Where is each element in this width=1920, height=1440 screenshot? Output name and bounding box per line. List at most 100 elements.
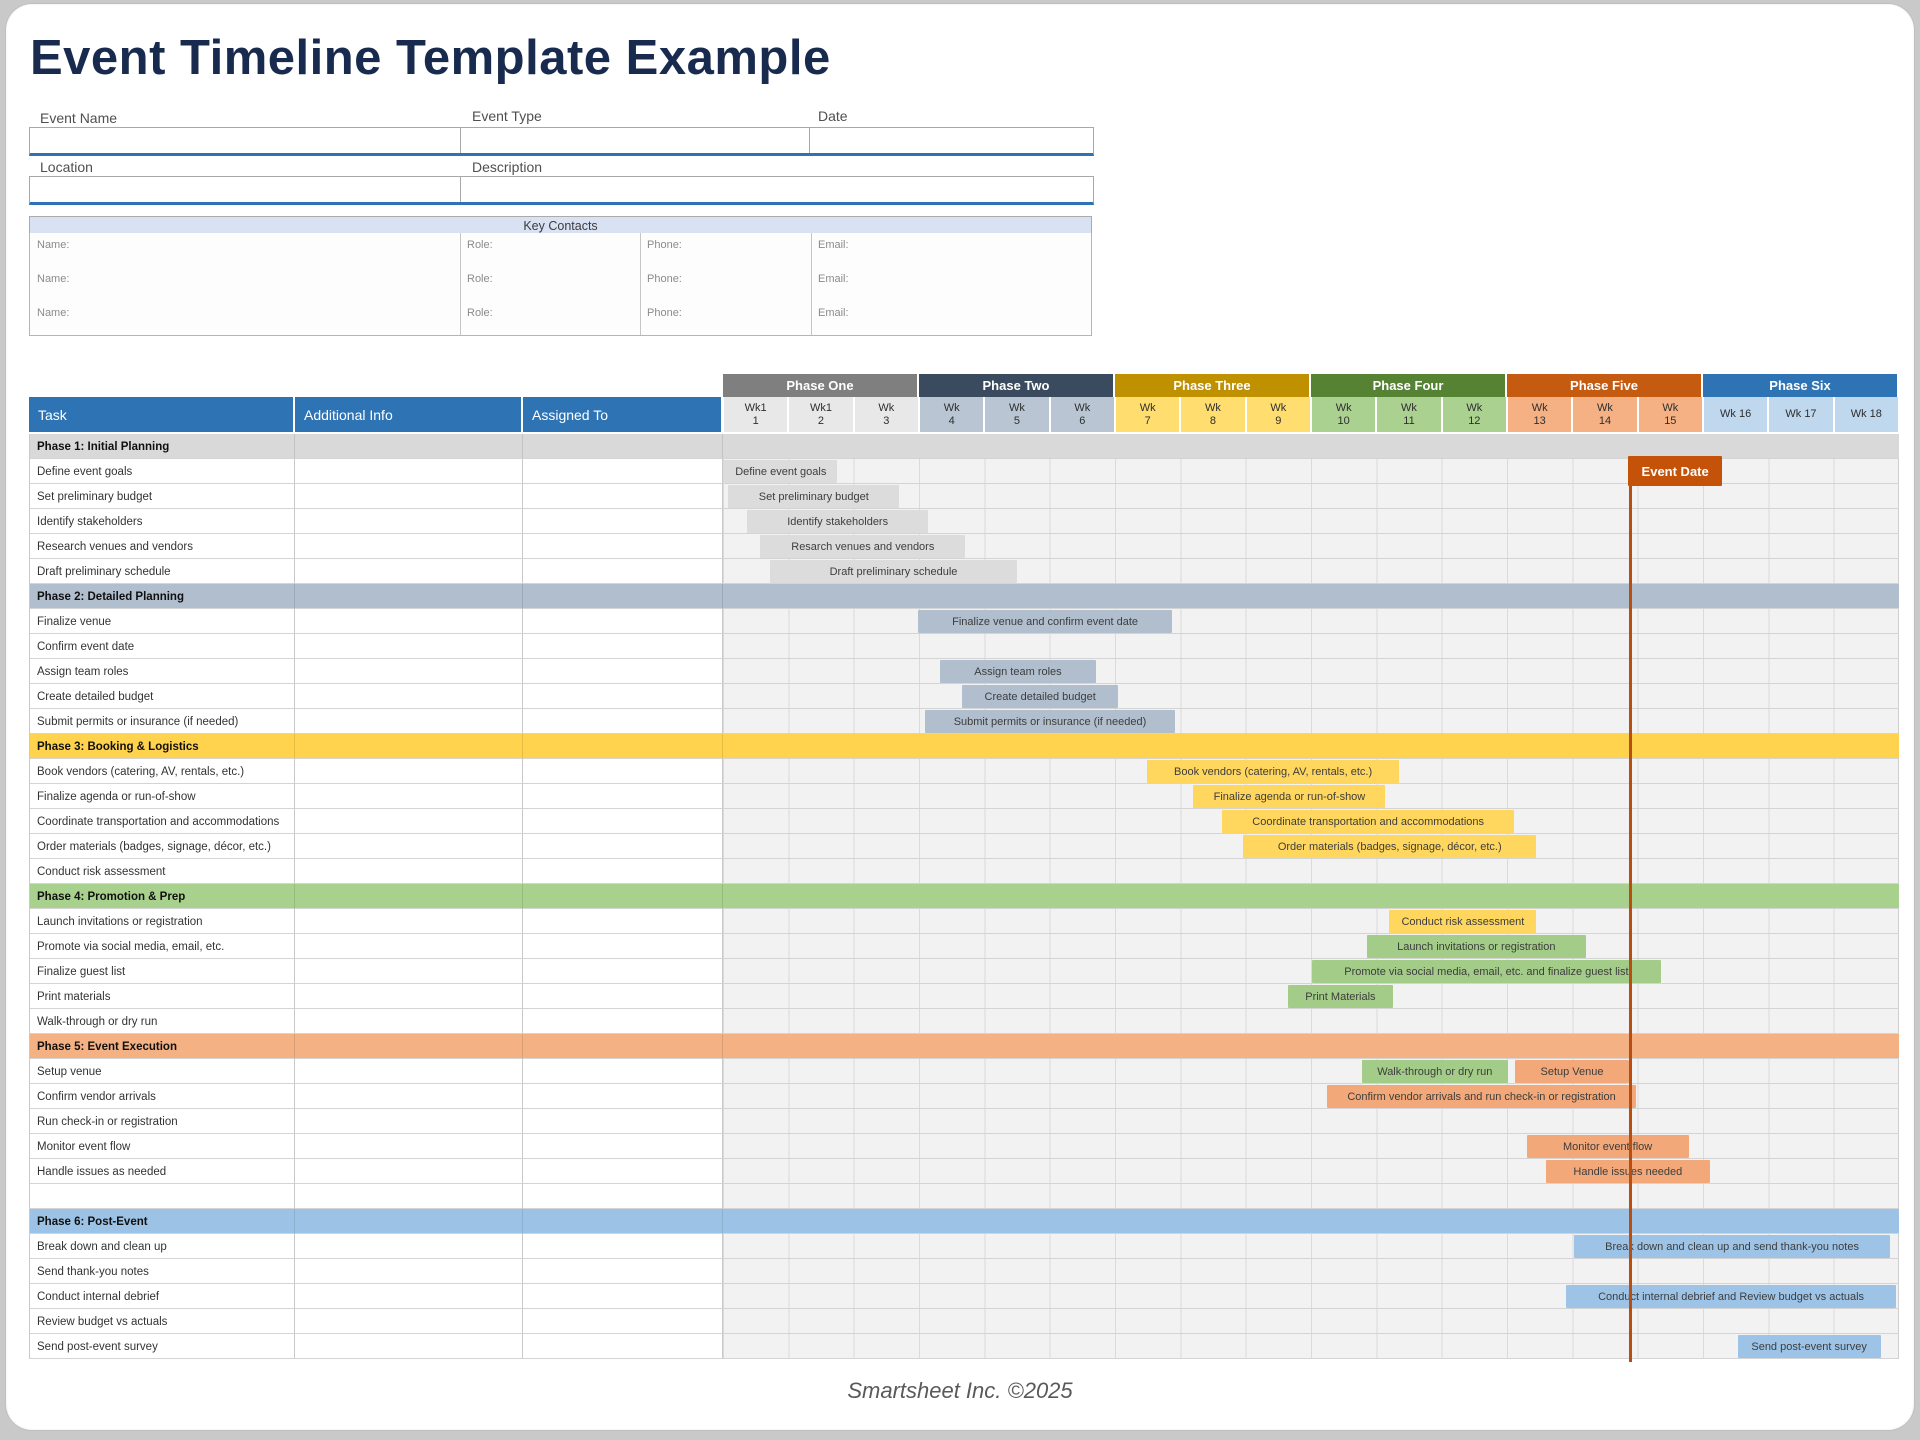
additional-info-cell[interactable] xyxy=(295,684,523,709)
assigned-to-cell[interactable] xyxy=(523,834,723,859)
assigned-to-cell[interactable] xyxy=(523,559,723,584)
task-cell[interactable] xyxy=(29,684,295,709)
assigned-to-cell[interactable] xyxy=(523,784,723,809)
additional-info-cell[interactable] xyxy=(295,1109,523,1134)
additional-info-cell[interactable] xyxy=(295,709,523,734)
assigned-to-cell[interactable] xyxy=(523,1159,723,1184)
task-cell[interactable] xyxy=(29,1309,295,1334)
task-cell[interactable] xyxy=(29,784,295,809)
additional-info-cell[interactable] xyxy=(295,1234,523,1259)
assigned-to-cell[interactable] xyxy=(523,1059,723,1084)
gantt-bar[interactable]: Confirm vendor arrivals and run check-in… xyxy=(1327,1085,1636,1108)
additional-info-cell[interactable] xyxy=(295,1084,523,1109)
gantt-bar[interactable]: Setup Venue xyxy=(1515,1060,1629,1083)
gantt-bar[interactable]: Set preliminary budget xyxy=(728,485,900,508)
task-cell[interactable] xyxy=(29,484,295,509)
contact-name-cell[interactable]: Name: xyxy=(30,233,461,267)
task-cell[interactable] xyxy=(29,859,295,884)
task-cell[interactable] xyxy=(29,1184,295,1209)
assigned-to-cell[interactable] xyxy=(523,709,723,734)
assigned-to-cell[interactable] xyxy=(523,534,723,559)
task-cell[interactable] xyxy=(29,509,295,534)
assigned-to-cell[interactable] xyxy=(523,459,723,484)
additional-info-cell[interactable] xyxy=(295,1309,523,1334)
assigned-to-cell[interactable] xyxy=(523,684,723,709)
assigned-to-cell[interactable] xyxy=(523,659,723,684)
event-type-input[interactable] xyxy=(461,128,809,153)
task-cell[interactable] xyxy=(29,659,295,684)
task-cell[interactable] xyxy=(29,1284,295,1309)
task-cell[interactable] xyxy=(29,1009,295,1034)
gantt-bar[interactable]: Finalize agenda or run-of-show xyxy=(1193,785,1386,808)
additional-info-cell[interactable] xyxy=(295,484,523,509)
gantt-bar[interactable]: Identify stakeholders xyxy=(747,510,929,533)
assigned-to-cell[interactable] xyxy=(523,909,723,934)
additional-info-cell[interactable] xyxy=(295,559,523,584)
task-cell[interactable] xyxy=(29,959,295,984)
task-cell[interactable] xyxy=(29,909,295,934)
location-input[interactable] xyxy=(30,177,460,202)
assigned-to-cell[interactable] xyxy=(523,1009,723,1034)
description-input[interactable] xyxy=(461,177,1093,202)
gantt-bar[interactable]: Resarch venues and vendors xyxy=(760,535,966,558)
contact-phone-cell[interactable]: Phone: xyxy=(640,233,812,267)
assigned-to-cell[interactable] xyxy=(523,1184,723,1209)
assigned-to-cell[interactable] xyxy=(523,634,723,659)
gantt-bar[interactable]: Order materials (badges, signage, décor,… xyxy=(1243,835,1537,858)
gantt-bar[interactable]: Launch invitations or registration xyxy=(1366,935,1587,958)
additional-info-cell[interactable] xyxy=(295,1334,523,1359)
gantt-bar[interactable]: Conduct internal debrief and Review budg… xyxy=(1566,1285,1896,1308)
assigned-to-cell[interactable] xyxy=(523,1134,723,1159)
assigned-to-cell[interactable] xyxy=(523,509,723,534)
assigned-to-cell[interactable] xyxy=(523,1109,723,1134)
task-cell[interactable] xyxy=(29,709,295,734)
additional-info-cell[interactable] xyxy=(295,1059,523,1084)
task-cell[interactable] xyxy=(29,1159,295,1184)
gantt-bar[interactable]: Print Materials xyxy=(1288,985,1393,1008)
assigned-to-cell[interactable] xyxy=(523,484,723,509)
task-cell[interactable] xyxy=(29,559,295,584)
gantt-bar[interactable]: Handle issues needed xyxy=(1546,1160,1710,1183)
task-cell[interactable] xyxy=(29,834,295,859)
contact-role-cell[interactable]: Role: xyxy=(460,301,641,335)
assigned-to-cell[interactable] xyxy=(523,1259,723,1284)
additional-info-cell[interactable] xyxy=(295,659,523,684)
gantt-bar[interactable]: Promote via social media, email, etc. an… xyxy=(1312,960,1661,983)
contact-role-cell[interactable]: Role: xyxy=(460,267,641,301)
additional-info-cell[interactable] xyxy=(295,1159,523,1184)
assigned-to-cell[interactable] xyxy=(523,984,723,1009)
gantt-bar[interactable]: Define event goals xyxy=(724,460,838,483)
contact-name-cell[interactable]: Name: xyxy=(30,267,461,301)
gantt-bar[interactable]: Coordinate transportation and accommodat… xyxy=(1222,810,1515,833)
additional-info-cell[interactable] xyxy=(295,759,523,784)
assigned-to-cell[interactable] xyxy=(523,759,723,784)
additional-info-cell[interactable] xyxy=(295,984,523,1009)
assigned-to-cell[interactable] xyxy=(523,609,723,634)
gantt-bar[interactable]: Break down and clean up and send thank-y… xyxy=(1573,1235,1891,1258)
assigned-to-cell[interactable] xyxy=(523,1284,723,1309)
assigned-to-cell[interactable] xyxy=(523,1234,723,1259)
additional-info-cell[interactable] xyxy=(295,1009,523,1034)
additional-info-cell[interactable] xyxy=(295,1259,523,1284)
additional-info-cell[interactable] xyxy=(295,859,523,884)
gantt-bar[interactable]: Create detailed budget xyxy=(962,685,1119,708)
contact-email-cell[interactable]: Email: xyxy=(811,301,1091,335)
task-cell[interactable] xyxy=(29,809,295,834)
gantt-bar[interactable]: Submit permits or insurance (if needed) xyxy=(924,710,1176,733)
contact-email-cell[interactable]: Email: xyxy=(811,267,1091,301)
gantt-bar[interactable]: Send post-event survey xyxy=(1737,1335,1881,1358)
contact-role-cell[interactable]: Role: xyxy=(460,233,641,267)
contact-phone-cell[interactable]: Phone: xyxy=(640,267,812,301)
contact-name-cell[interactable]: Name: xyxy=(30,301,461,335)
additional-info-cell[interactable] xyxy=(295,809,523,834)
additional-info-cell[interactable] xyxy=(295,509,523,534)
assigned-to-cell[interactable] xyxy=(523,1334,723,1359)
contact-email-cell[interactable]: Email: xyxy=(811,233,1091,267)
assigned-to-cell[interactable] xyxy=(523,1309,723,1334)
task-cell[interactable] xyxy=(29,1234,295,1259)
task-cell[interactable] xyxy=(29,459,295,484)
assigned-to-cell[interactable] xyxy=(523,934,723,959)
additional-info-cell[interactable] xyxy=(295,959,523,984)
task-cell[interactable] xyxy=(29,634,295,659)
assigned-to-cell[interactable] xyxy=(523,809,723,834)
